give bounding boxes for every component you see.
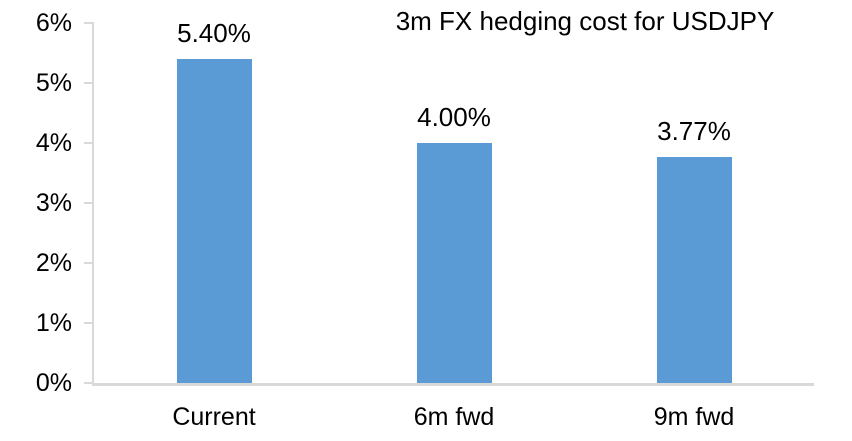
y-tick-mark xyxy=(84,142,94,144)
y-tick-mark xyxy=(84,82,94,84)
y-tick-mark xyxy=(84,262,94,264)
category-label-9m-fwd: 9m fwd xyxy=(653,403,735,431)
y-tick-mark xyxy=(84,322,94,324)
y-tick-mark xyxy=(84,202,94,204)
y-tick-label: 3% xyxy=(35,189,72,217)
bar-current xyxy=(176,59,252,383)
y-tick-label: 1% xyxy=(35,309,72,337)
bar-6m-fwd xyxy=(416,143,492,383)
y-tick-label: 5% xyxy=(35,69,72,97)
bar-9m-fwd xyxy=(656,156,732,383)
y-tick-mark xyxy=(84,22,94,24)
data-label-6m-fwd: 4.00% xyxy=(417,102,491,132)
y-tick-label: 2% xyxy=(35,249,72,277)
category-label-current: Current xyxy=(172,403,256,431)
category-label-6m-fwd: 6m fwd xyxy=(413,403,495,431)
data-label-9m-fwd: 3.77% xyxy=(657,115,731,146)
chart-title: 3m FX hedging cost for USDJPY xyxy=(395,6,775,36)
y-tick-label: 6% xyxy=(35,9,72,37)
data-label-current: 5.40% xyxy=(177,18,251,48)
x-axis-line xyxy=(92,383,814,386)
y-tick-mark xyxy=(84,382,94,384)
y-tick-label: 4% xyxy=(35,129,72,157)
y-tick-label: 0% xyxy=(35,369,72,397)
y-axis-line xyxy=(92,23,94,386)
